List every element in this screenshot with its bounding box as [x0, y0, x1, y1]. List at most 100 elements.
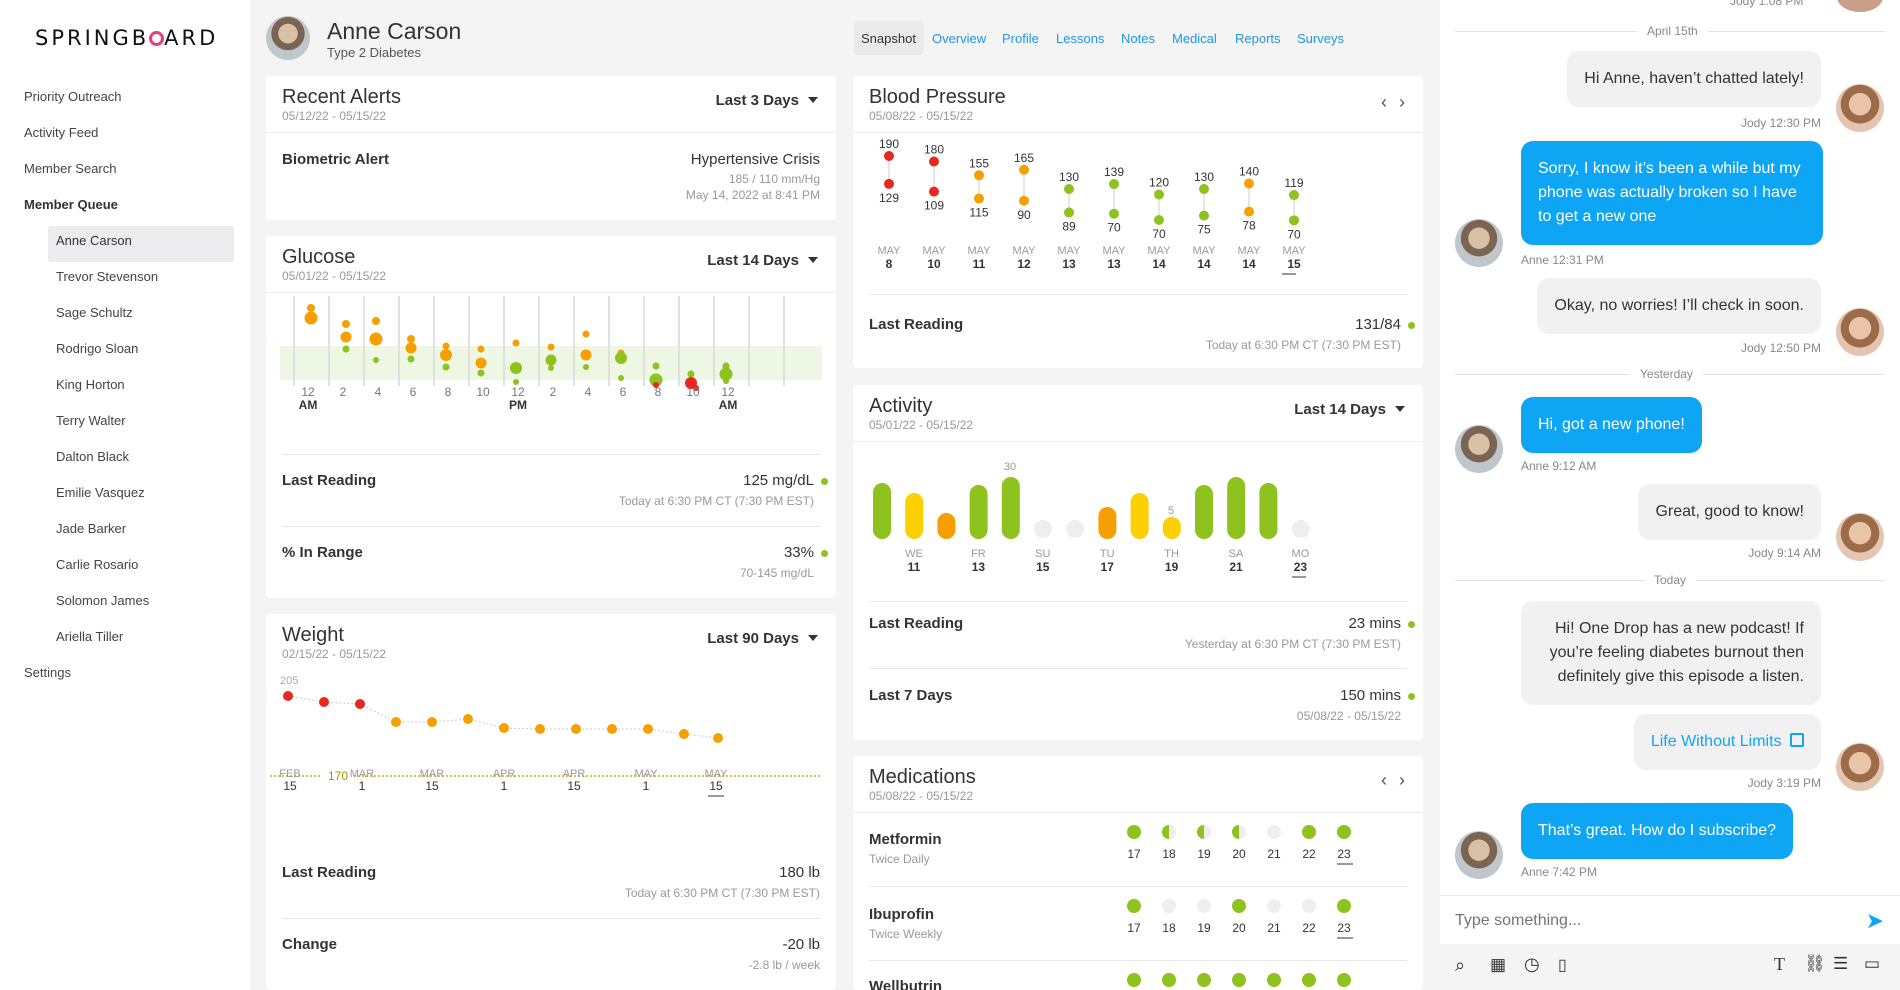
member-item[interactable]: Trevor Stevenson — [56, 269, 159, 284]
divider — [853, 132, 1423, 133]
member-item[interactable]: Carlie Rosario — [56, 557, 139, 572]
tab-snapshot[interactable]: Snapshot — [861, 31, 916, 46]
nav-settings[interactable]: Settings — [24, 665, 71, 680]
external-link-icon[interactable] — [1790, 733, 1804, 747]
jody-avatar — [1836, 513, 1884, 561]
nav-activity-feed[interactable]: Activity Feed — [24, 125, 99, 140]
send-icon[interactable]: ➤ — [1865, 908, 1884, 933]
card-date-range: 05/12/22 - 05/15/22 — [282, 109, 387, 123]
weight-point — [643, 724, 653, 734]
next-arrow-icon[interactable]: › — [1399, 770, 1405, 790]
nav-member-search[interactable]: Member Search — [24, 161, 117, 176]
text-format-icon[interactable]: T — [1774, 954, 1785, 974]
tab-profile[interactable]: Profile — [1002, 31, 1039, 46]
glucose-point — [340, 331, 352, 343]
tab-overview[interactable]: Overview — [932, 31, 987, 46]
bp-diastolic-point — [1019, 195, 1029, 206]
weight-x-day: 1 — [359, 779, 366, 793]
link-icon[interactable]: ⛓ — [1804, 954, 1826, 973]
activity-x-weekday: FR — [971, 548, 986, 560]
dose-taken — [1232, 899, 1246, 913]
message-meta: Anne 7:42 PM — [1521, 865, 1598, 879]
divider — [266, 292, 836, 293]
nav-member-queue[interactable]: Member Queue — [24, 197, 118, 212]
tab-medical[interactable]: Medical — [1172, 31, 1217, 46]
message-bubble-outgoing[interactable]: Hi, got a new phone! — [1521, 397, 1702, 453]
comment-icon[interactable]: ▭ — [1864, 954, 1881, 973]
activity-x-day: 17 — [1101, 560, 1115, 574]
member-item[interactable]: Solomon James — [56, 593, 150, 608]
member-item[interactable]: Rodrigo Sloan — [56, 341, 139, 356]
prev-arrow-icon[interactable]: ‹ — [1381, 92, 1387, 112]
bp-diastolic-point — [1199, 210, 1209, 221]
glucose-range-dropdown[interactable]: Last 14 Days — [707, 252, 818, 269]
activity-x-weekday: TU — [1100, 548, 1115, 560]
day-label: Yesterday — [1630, 367, 1703, 381]
prev-arrow-icon[interactable]: ‹ — [1381, 770, 1387, 790]
calendar-icon[interactable]: ▦ — [1490, 955, 1507, 974]
bp-x-day: 13 — [1107, 257, 1121, 271]
checklist-icon[interactable]: ☰ — [1833, 954, 1849, 973]
message-bubble-incoming[interactable]: Great, good to know! — [1638, 484, 1821, 540]
glucose-point — [512, 339, 520, 347]
search-icon[interactable]: ⌕ — [1455, 955, 1466, 975]
tab-notes[interactable]: Notes — [1121, 31, 1155, 46]
message-bubble-incoming[interactable]: Hi Anne, haven’t chatted lately! — [1567, 51, 1821, 107]
next-arrow-icon[interactable]: › — [1399, 92, 1405, 112]
weight-point — [463, 714, 473, 724]
weight-point — [319, 697, 329, 707]
alert-value[interactable]: Hypertensive Crisis — [690, 151, 820, 168]
member-item[interactable]: Jade Barker — [56, 521, 127, 536]
divider — [853, 441, 1423, 442]
day-label: April 15th — [1637, 24, 1708, 38]
tab-surveys[interactable]: Surveys — [1297, 31, 1344, 46]
anne-avatar — [1455, 831, 1503, 879]
member-item-selected[interactable]: Anne Carson — [48, 226, 234, 262]
bp-diastolic-label: 70 — [1152, 227, 1166, 241]
message-input[interactable] — [1455, 906, 1835, 936]
dose-taken — [1127, 825, 1141, 839]
weight-card: Weight 02/15/22 - 05/15/22 Last 90 Days … — [266, 614, 836, 990]
message-meta: Jody 12:50 PM — [1740, 341, 1821, 355]
message-bubble-incoming[interactable]: Hi! One Drop has a new podcast! If you’r… — [1521, 601, 1821, 705]
activity-bar — [1259, 483, 1278, 539]
activity-range-dropdown[interactable]: Last 14 Days — [1294, 401, 1405, 418]
message-bubble-outgoing[interactable]: Sorry, I know it’s been a while but my p… — [1521, 141, 1823, 245]
message-meta: Jody 3:19 PM — [1747, 776, 1821, 790]
member-item[interactable]: Ariella Tiller — [56, 629, 124, 644]
link-bubble[interactable]: Life Without Limits — [1633, 714, 1821, 770]
divider — [282, 526, 820, 527]
document-icon[interactable]: ▯ — [1558, 957, 1567, 974]
bp-x-day: 14 — [1197, 257, 1211, 271]
medications-card: Medications 05/08/22 - 05/15/22 ‹ › Metf… — [853, 756, 1423, 990]
bp-systolic-point — [884, 151, 894, 161]
change-value: -20 lb — [782, 936, 820, 953]
nav-priority-outreach[interactable]: Priority Outreach — [24, 89, 122, 104]
med-day-label: 23 — [1337, 847, 1351, 861]
tab-lessons[interactable]: Lessons — [1056, 31, 1105, 46]
brand-logo[interactable]: SPRINGB ARD — [35, 26, 219, 50]
link-title[interactable]: Life Without Limits — [1650, 733, 1782, 750]
member-item[interactable]: Terry Walter — [56, 413, 126, 428]
member-item[interactable]: Sage Schultz — [56, 305, 133, 320]
logo-ring-icon — [149, 31, 165, 46]
bp-diastolic-point — [1244, 206, 1254, 217]
alerts-range-dropdown[interactable]: Last 3 Days — [716, 92, 818, 109]
weight-point — [499, 723, 509, 733]
weight-point — [283, 691, 293, 701]
weight-point — [607, 724, 617, 734]
weight-range-dropdown[interactable]: Last 90 Days — [707, 630, 818, 647]
clock-icon[interactable]: ◷ — [1524, 954, 1540, 974]
message-bubble-outgoing[interactable]: That’s great. How do I subscribe? — [1521, 803, 1794, 859]
member-item[interactable]: King Horton — [56, 377, 125, 392]
blood-pressure-card: Blood Pressure 05/08/22 - 05/15/22 ‹ › 1… — [853, 76, 1423, 368]
message-bubble-incoming[interactable]: Okay, no worries! I’ll check in soon. — [1537, 278, 1821, 334]
member-item[interactable]: Dalton Black — [56, 449, 129, 464]
glucose-point — [307, 304, 315, 312]
weight-x-day: 15 — [425, 779, 439, 793]
med-name: Ibuprofin — [869, 906, 934, 923]
weight-max-label: 205 — [280, 675, 298, 687]
glucose-point — [475, 357, 487, 369]
tab-reports[interactable]: Reports — [1235, 31, 1281, 46]
member-item[interactable]: Emilie Vasquez — [56, 485, 145, 500]
